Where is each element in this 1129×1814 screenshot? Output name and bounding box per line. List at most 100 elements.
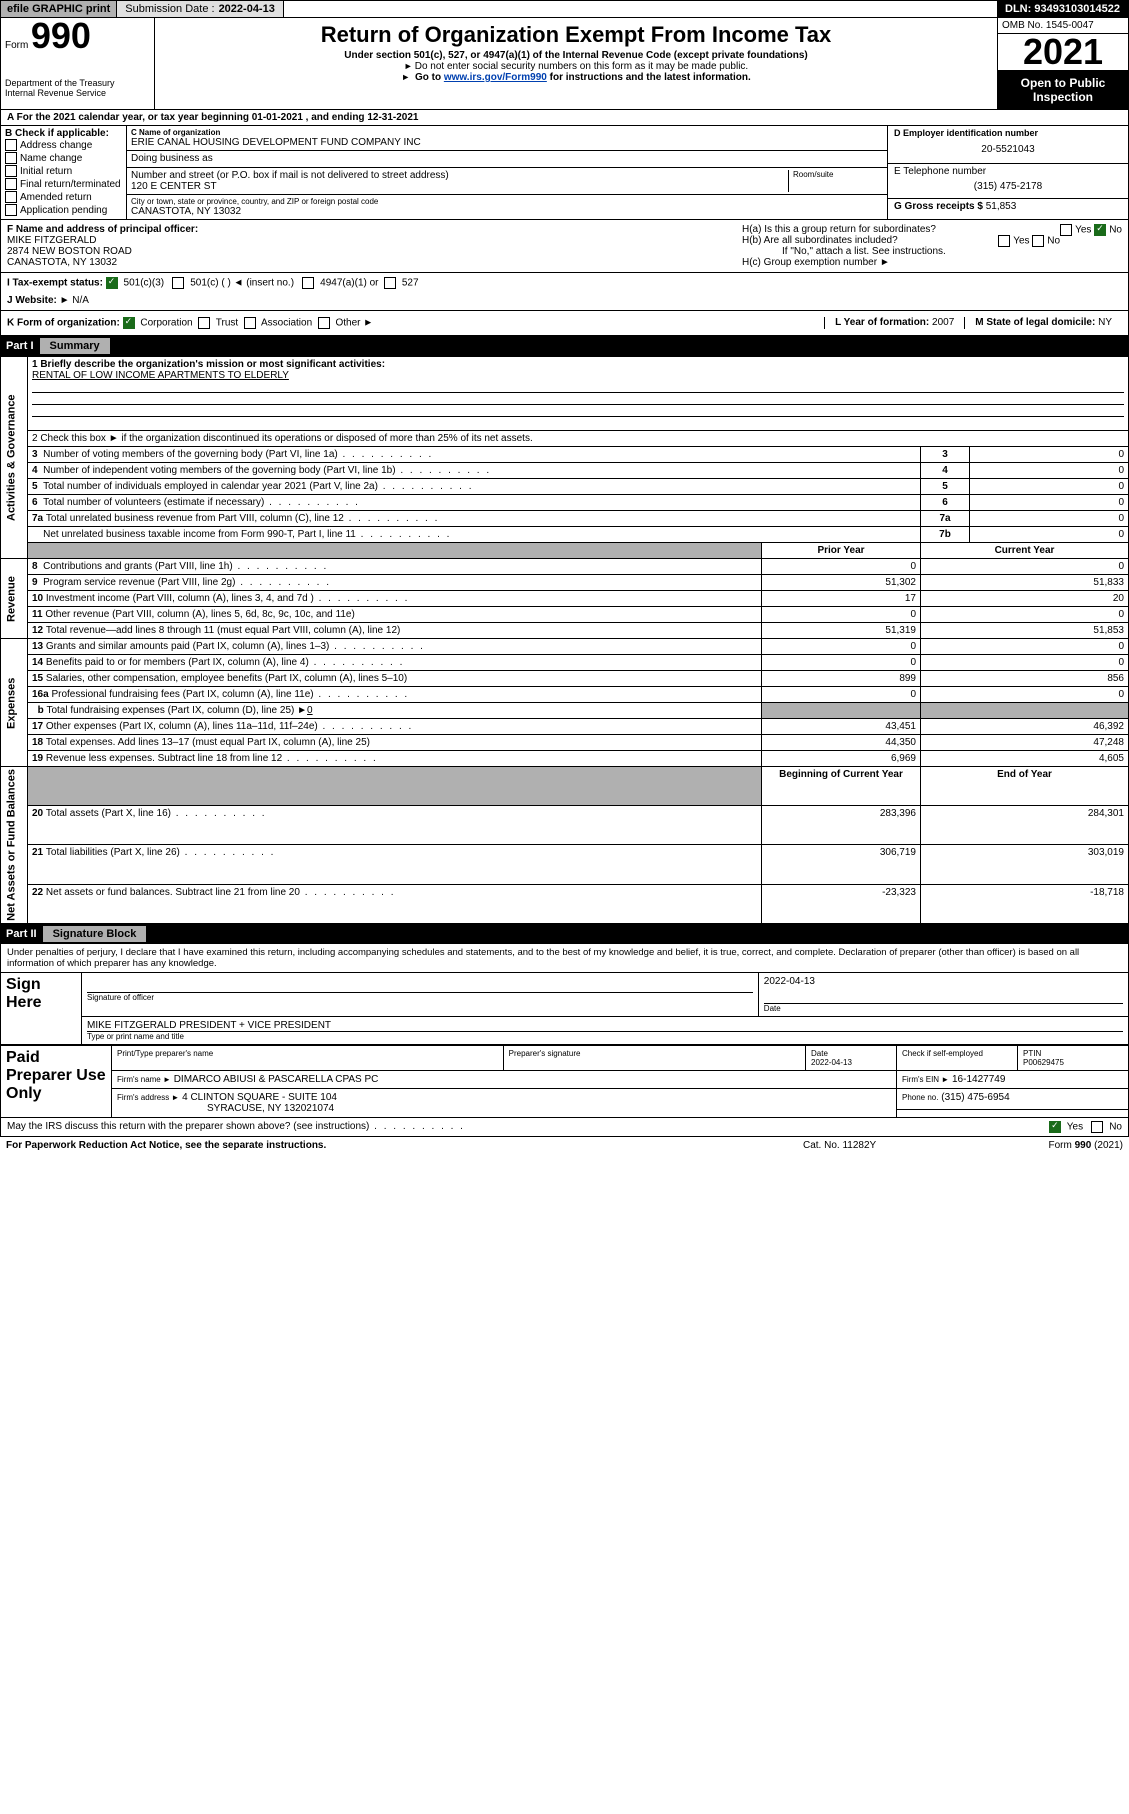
mission-text: RENTAL OF LOW INCOME APARTMENTS TO ELDER… <box>32 370 1124 381</box>
chk-amended-return[interactable]: Amended return <box>5 191 122 204</box>
sidebar-netassets: Net Assets or Fund Balances <box>1 767 28 924</box>
exp-row-16a: 16a Professional fundraising fees (Part … <box>1 687 1129 703</box>
officer-name: MIKE FITZGERALD <box>7 235 730 246</box>
goto-post: for instructions and the latest informat… <box>550 72 751 83</box>
line1-mission: 1 Briefly describe the organization's mi… <box>28 357 1129 431</box>
box-l-year: L Year of formation: 2007 <box>824 317 964 329</box>
street-cell: Number and street (or P.O. box if mail i… <box>127 168 887 195</box>
h-a-group-return: H(a) Is this a group return for subordin… <box>742 224 1122 235</box>
box-m-state: M State of legal domicile: NY <box>964 317 1122 329</box>
gov-row-4: 4 Number of independent voting members o… <box>1 463 1129 479</box>
gov-row-7b: Net unrelated business taxable income fr… <box>1 527 1129 543</box>
phone-label: E Telephone number <box>894 166 1122 177</box>
goto-pre: Go to <box>415 72 444 83</box>
row-f-h: F Name and address of principal officer:… <box>0 220 1129 273</box>
phone-cell: E Telephone number (315) 475-2178 <box>888 164 1128 199</box>
preparer-date-header: Date 2022-04-13 <box>806 1045 897 1070</box>
part-i-header: Part I Summary <box>0 336 1129 356</box>
chk-address-change[interactable]: Address change <box>5 139 122 152</box>
chk-name-change[interactable]: Name change <box>5 152 122 165</box>
room-suite-label: Room/suite <box>788 170 883 192</box>
name-title-label: Type or print name and title <box>87 1031 1123 1041</box>
sidebar-governance: Activities & Governance <box>1 357 28 559</box>
discuss-no-checkbox[interactable] <box>1091 1121 1103 1133</box>
exp-row-19: 19 Revenue less expenses. Subtract line … <box>1 751 1129 767</box>
h-c-exemption: H(c) Group exemption number ► <box>742 257 1122 268</box>
city-value: CANASTOTA, NY 13032 <box>131 206 883 217</box>
tax-year: 2021 <box>998 34 1128 71</box>
form-id-block: Form 990 Department of the Treasury Inte… <box>1 18 155 109</box>
form990-link[interactable]: www.irs.gov/Form990 <box>444 72 547 83</box>
hb-no-checkbox[interactable] <box>1032 235 1044 247</box>
paid-preparer-label: Paid Preparer Use Only <box>1 1045 112 1117</box>
chk-501c[interactable] <box>172 277 184 289</box>
exp-row-15: 15 Salaries, other compensation, employe… <box>1 671 1129 687</box>
chk-corporation[interactable] <box>123 317 135 329</box>
part-ii-label: Part II <box>6 928 37 940</box>
signature-line[interactable]: Signature of officer <box>87 992 753 1002</box>
exp-row-14: 14 Benefits paid to or for members (Part… <box>1 655 1129 671</box>
chk-application-pending[interactable]: Application pending <box>5 204 122 217</box>
chk-initial-return[interactable]: Initial return <box>5 165 122 178</box>
date-label: Date <box>764 1003 1123 1013</box>
gov-row-5: 5 Total number of individuals employed i… <box>1 479 1129 495</box>
street-value: 120 E CENTER ST <box>131 181 788 192</box>
open-to-public-badge: Open to Public Inspection <box>998 71 1128 109</box>
chk-other[interactable] <box>318 317 330 329</box>
org-name: ERIE CANAL HOUSING DEVELOPMENT FUND COMP… <box>131 137 883 148</box>
officer-name-title: MIKE FITZGERALD PRESIDENT + VICE PRESIDE… <box>87 1020 1123 1031</box>
net-row-21: 21 Total liabilities (Part X, line 26)30… <box>1 845 1129 884</box>
page-footer: For Paperwork Reduction Act Notice, see … <box>0 1137 1129 1154</box>
exp-row-16b: b Total fundraising expenses (Part IX, c… <box>1 703 1129 719</box>
penalties-statement: Under penalties of perjury, I declare th… <box>0 944 1129 972</box>
chk-501c3[interactable] <box>106 277 118 289</box>
ha-no-checkbox[interactable] <box>1094 224 1106 236</box>
rev-row-9: 9 Program service revenue (Part VIII, li… <box>1 575 1129 591</box>
paperwork-notice: For Paperwork Reduction Act Notice, see … <box>6 1140 803 1151</box>
city-label: City or town, state or province, country… <box>131 197 883 206</box>
officer-addr2: CANASTOTA, NY 13032 <box>7 257 730 268</box>
chk-trust[interactable] <box>198 317 210 329</box>
topbar-spacer <box>284 1 997 17</box>
gross-receipts-label: G Gross receipts $ <box>894 201 983 212</box>
dept-treasury: Department of the Treasury <box>5 78 150 88</box>
dba-label: Doing business as <box>131 153 883 164</box>
part-i-title: Summary <box>40 338 110 354</box>
exp-row-17: 17 Other expenses (Part IX, column (A), … <box>1 719 1129 735</box>
sign-here-table: Sign Here Signature of officer 2022-04-1… <box>0 972 1129 1045</box>
org-name-label: C Name of organization <box>131 128 883 137</box>
chk-association[interactable] <box>244 317 256 329</box>
box-h: H(a) Is this a group return for subordin… <box>736 220 1128 272</box>
preparer-sig-header: Preparer's signature <box>503 1045 805 1070</box>
ha-yes-checkbox[interactable] <box>1060 224 1072 236</box>
chk-527[interactable] <box>384 277 396 289</box>
box-b-title: B Check if applicable: <box>5 128 122 139</box>
street-label: Number and street (or P.O. box if mail i… <box>131 170 788 181</box>
ein-label: D Employer identification number <box>894 128 1122 138</box>
sidebar-revenue: Revenue <box>1 559 28 639</box>
hb-yes-checkbox[interactable] <box>998 235 1010 247</box>
rev-row-12: 12 Total revenue—add lines 8 through 11 … <box>1 623 1129 639</box>
rev-header-row: Prior YearCurrent Year <box>1 543 1129 559</box>
sign-date: 2022-04-13 <box>764 976 1123 987</box>
box-f-label: F Name and address of principal officer: <box>7 224 730 235</box>
officer-addr1: 2874 NEW BOSTON ROAD <box>7 246 730 257</box>
sign-here-label: Sign Here <box>1 972 82 1044</box>
dln-value: 93493103014522 <box>1034 3 1120 15</box>
form-ref: Form 990 (2021) <box>963 1140 1123 1151</box>
irs-label: Internal Revenue Service <box>5 88 150 98</box>
discuss-yes-checkbox[interactable] <box>1049 1121 1061 1133</box>
phone-value: (315) 475-2178 <box>894 177 1122 196</box>
box-f-officer: F Name and address of principal officer:… <box>1 220 736 272</box>
city-cell: City or town, state or province, country… <box>127 195 887 219</box>
dln-cell: DLN: 93493103014522 <box>997 1 1128 17</box>
net-row-22: 22 Net assets or fund balances. Subtract… <box>1 884 1129 923</box>
rev-row-10: 10 Investment income (Part VIII, column … <box>1 591 1129 607</box>
submission-date-value: 2022-04-13 <box>219 3 275 15</box>
firm-address-cell: Firm's address ► 4 CLINTON SQUARE - SUIT… <box>112 1088 897 1117</box>
cat-no: Cat. No. 11282Y <box>803 1140 963 1151</box>
h-b-note: If "No," attach a list. See instructions… <box>742 246 1122 257</box>
chk-4947a1[interactable] <box>302 277 314 289</box>
summary-table: Activities & Governance 1 Briefly descri… <box>0 356 1129 924</box>
chk-final-return[interactable]: Final return/terminated <box>5 178 122 191</box>
